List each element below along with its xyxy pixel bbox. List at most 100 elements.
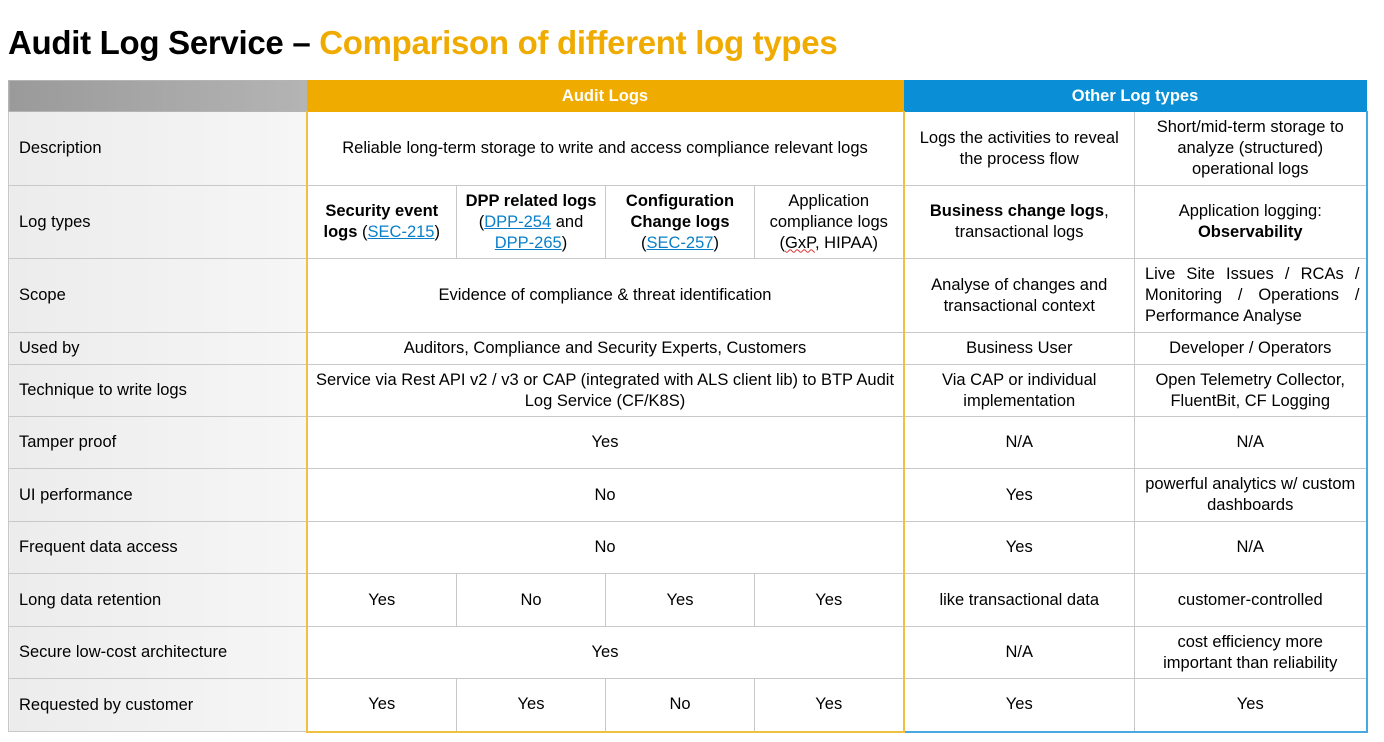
cell-text: Yes [1005, 538, 1033, 556]
row-label: Tamper proof [8, 416, 307, 469]
table-cell: Yes [754, 573, 905, 627]
ticket-link[interactable]: DPP-265 [494, 233, 562, 252]
cell-text: ) [713, 233, 719, 252]
table-row: Scope Evidence of compliance & threat ide… [8, 258, 1368, 333]
table-cell: Business User [903, 332, 1135, 365]
row-label: Description [8, 111, 307, 186]
cell-text: Yes [517, 695, 545, 714]
row-label: Log types [8, 185, 307, 259]
table-cell: Business change logs, transactional logs [903, 185, 1135, 259]
table-cell: Yes [605, 573, 755, 627]
table-cell: Application compliance logs (GxP, HIPAA) [754, 185, 905, 259]
cell-text: Application logging: [1178, 202, 1322, 220]
cell-text: , HIPAA) [815, 233, 878, 252]
cell-text: Service via Rest API v2 / v3 or CAP (int… [315, 370, 895, 410]
table-row: Frequent data access No Yes N/A [8, 521, 1368, 574]
ticket-link[interactable]: SEC-257 [646, 233, 714, 252]
table-cell: No [305, 521, 905, 574]
cell-text: Business User [966, 339, 1073, 357]
cell-text: Yes [368, 695, 396, 714]
bold-text: Configuration Change logs [625, 191, 735, 231]
cell-text: Yes [1005, 485, 1033, 504]
cell-text: Evidence of compliance & threat identifi… [438, 286, 772, 304]
cell-text: Logs the activities to reveal the proces… [919, 128, 1119, 168]
cell-text: ) [561, 233, 568, 252]
table-cell: Yes [305, 678, 457, 733]
table-cell: Service via Rest API v2 / v3 or CAP (int… [305, 364, 905, 417]
table-row: Secure low-cost architecture Yes N/A cost e… [8, 626, 1368, 679]
cell-text: Short/mid-term storage to analyze (struc… [1156, 118, 1344, 178]
table-row: UI performance No Yes powerful analytics w/… [8, 468, 1368, 522]
bold-text: Observability [1197, 223, 1303, 241]
header-row: Audit Logs Other Log types [8, 80, 1367, 112]
row-label: Scope [8, 258, 307, 333]
table-cell: Reliable long-term storage to write and … [305, 111, 905, 186]
cell-text: Developer / Operators [1169, 339, 1332, 357]
cell-text: like transactional data [939, 590, 1100, 609]
table-cell: like transactional data [903, 573, 1135, 627]
bold-text: Security event logs [323, 202, 439, 241]
ticket-link[interactable]: SEC-215 [367, 223, 435, 241]
table-cell: N/A [903, 626, 1135, 679]
row-label: Technique to write logs [8, 364, 307, 417]
table-cell: powerful analytics w/ custom dashboards [1134, 468, 1368, 522]
table-row: Used by Auditors, Compliance and Security… [8, 332, 1368, 365]
table-cell: Yes [305, 626, 905, 679]
table-cell: Yes [1134, 678, 1368, 733]
table-cell: Via CAP or individual implementation [903, 364, 1135, 417]
table-cell: N/A [1134, 521, 1368, 574]
table-row: Technique to write logs Service via Rest … [8, 364, 1368, 417]
table-cell: Yes [903, 678, 1135, 733]
table-cell: No [305, 468, 905, 522]
table-cell: Configuration Change logs (SEC-257) [605, 185, 755, 259]
cell-text: and [551, 212, 584, 231]
table-cell: Security event logs (SEC-215) [305, 185, 457, 259]
cell-text: Via CAP or individual implementation [942, 370, 1097, 410]
cell-text: ( [641, 233, 647, 252]
cell-text: Yes [1005, 695, 1033, 714]
table-cell: Yes [305, 573, 457, 627]
ticket-link[interactable]: DPP-254 [484, 212, 552, 231]
cell-text: cost efficiency more important than reli… [1163, 632, 1338, 672]
table-cell: Yes [456, 678, 606, 733]
table-cell: Evidence of compliance & threat identifi… [305, 258, 905, 333]
bold-text: DPP related logs [465, 191, 597, 210]
cell-text: Live Site Issues / RCAs / Monitoring / O… [1145, 265, 1360, 325]
cell-text: GxP [785, 233, 815, 252]
table-cell: customer-controlled [1134, 573, 1368, 627]
table-cell: Yes [903, 468, 1135, 522]
bold-text: Business change logs [929, 202, 1105, 220]
table-cell: Yes [754, 678, 905, 733]
table-cell: Short/mid-term storage to analyze (struc… [1134, 111, 1368, 186]
table-cell: Auditors, Compliance and Security Expert… [305, 332, 905, 365]
title-main: Audit Log Service – [8, 24, 320, 61]
cell-text: N/A [1236, 433, 1264, 451]
cell-text: Yes [815, 695, 843, 714]
row-label: UI performance [8, 468, 307, 522]
table-cell: No [456, 573, 606, 627]
cell-text: No [669, 695, 691, 714]
table-row: Tamper proof Yes N/A N/A [8, 416, 1368, 469]
cell-text: Yes [591, 643, 619, 661]
cell-text: ) [434, 223, 440, 241]
table-cell: Yes [903, 521, 1135, 574]
table-cell: Live Site Issues / RCAs / Monitoring / O… [1134, 258, 1368, 333]
table-cell: Yes [305, 416, 905, 469]
cell-text: N/A [1005, 433, 1033, 451]
cell-text: Reliable long-term storage to write and … [342, 139, 868, 157]
cell-text: Yes [666, 590, 694, 609]
header-other-log-types: Other Log types [903, 80, 1367, 112]
table-row: Long data retention Yes No Yes Yes like trans… [8, 573, 1368, 627]
cell-text: Yes [1236, 695, 1264, 714]
cell-text: ( [357, 223, 368, 241]
cell-text: , transactional logs [955, 202, 1109, 241]
table-cell: N/A [903, 416, 1135, 469]
table-cell: Developer / Operators [1134, 332, 1368, 365]
comparison-table: Audit Logs Other Log types Description Re… [8, 80, 1368, 733]
cell-text: No [594, 538, 616, 556]
cell-text: No [520, 590, 542, 609]
row-label: Long data retention [8, 573, 307, 627]
table-cell: No [605, 678, 755, 733]
table-row: Description Reliable long-term storage to… [8, 111, 1368, 186]
cell-text: N/A [1236, 538, 1264, 556]
